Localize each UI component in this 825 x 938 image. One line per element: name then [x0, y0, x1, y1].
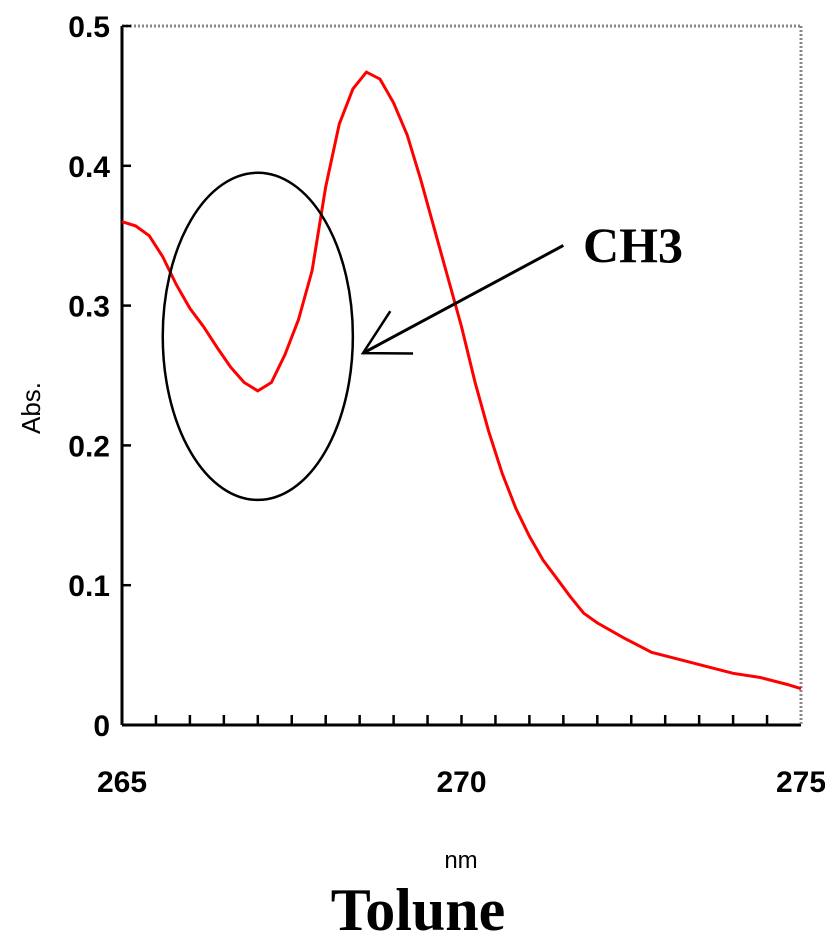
chart-title: Tolune	[331, 877, 506, 938]
annotation-arrow	[362, 244, 565, 355]
y-tick-label: 0.3	[68, 291, 110, 324]
y-tick-label: 0.1	[68, 570, 110, 603]
y-tick-label: 0	[93, 710, 110, 743]
series-line	[121, 70, 802, 691]
x-axis-label: nm	[444, 847, 477, 874]
annotation-label: CH3	[583, 217, 683, 273]
annotation-arrowhead	[360, 310, 414, 355]
y-tick-label: 0.4	[68, 151, 110, 184]
y-axis-label: Abs.	[16, 382, 46, 434]
y-tick-label: 0.5	[68, 11, 110, 44]
annotation-ellipse	[161, 171, 355, 502]
y-ticks: 0 0.1 0.2 0.3 0.4 0.5	[68, 11, 131, 743]
x-tick-labels: 265 270 275	[97, 766, 825, 799]
x-minor-ticks	[154, 715, 769, 725]
y-tick-label: 0.2	[68, 430, 110, 463]
x-tick-label: 275	[776, 766, 825, 799]
x-tick-label: 265	[97, 766, 147, 799]
x-tick-label: 270	[436, 766, 486, 799]
